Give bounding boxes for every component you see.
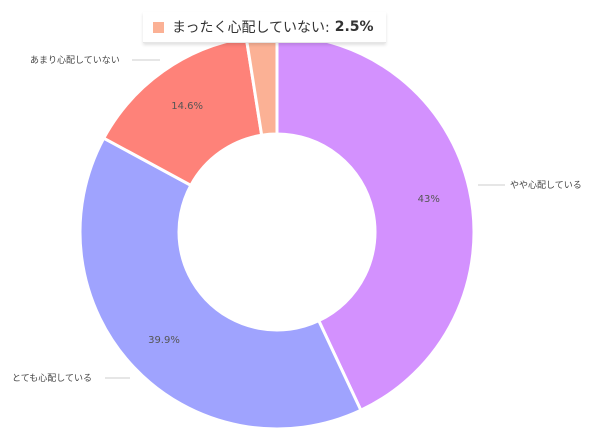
tooltip-swatch <box>153 21 164 33</box>
category-label-3: あまり心配していない <box>30 55 120 66</box>
slice-value-label-2: 39.9% <box>148 335 180 346</box>
category-label-1: やや心配している <box>510 180 582 191</box>
slice-value-label-3: 14.6% <box>171 101 203 112</box>
slice-value-label-1: 43% <box>418 194 440 205</box>
donut-slice-2[interactable] <box>78 136 363 431</box>
category-label-2: とても心配している <box>12 373 92 384</box>
tooltip-value: 2.5% <box>334 19 374 35</box>
donut-slice-1[interactable] <box>275 33 476 413</box>
slice-tooltip: まったく心配していない: 2.5% <box>143 12 386 43</box>
tooltip-label: まったく心配していない: <box>172 20 330 36</box>
